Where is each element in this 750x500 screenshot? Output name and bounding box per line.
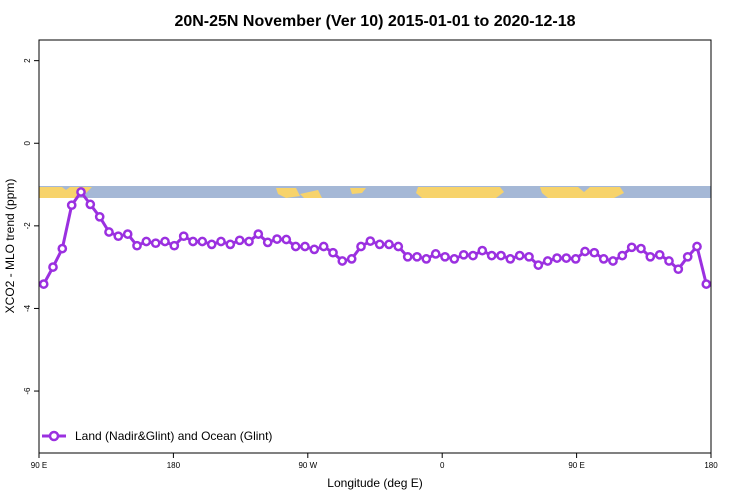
y-tick-label: -2 <box>23 222 32 230</box>
data-point <box>645 251 656 262</box>
data-point <box>496 250 506 261</box>
data-point <box>309 244 320 255</box>
data-point <box>216 236 226 247</box>
data-point <box>374 239 385 250</box>
y-axis-label: XCO2 - MLO trend (ppm) <box>3 179 17 314</box>
data-point <box>589 247 600 258</box>
data-point <box>449 254 460 264</box>
data-point <box>169 240 180 251</box>
data-point <box>234 235 245 246</box>
data-point <box>66 200 77 211</box>
data-point <box>141 236 152 247</box>
chart-title: 20N-25N November (Ver 10) 2015-01-01 to … <box>174 13 575 30</box>
data-point <box>104 227 114 237</box>
data-point <box>38 279 49 289</box>
series-layer <box>38 187 712 289</box>
data-point <box>561 253 572 263</box>
data-point <box>300 241 310 252</box>
data-point <box>458 249 469 260</box>
data-point <box>197 236 208 247</box>
x-axis-label: Longitude (deg E) <box>327 476 422 490</box>
data-point <box>552 253 562 263</box>
data-point <box>654 249 665 260</box>
x-axis-ticks: 90 E 180 90 W 0 90 E 180 <box>31 453 718 470</box>
legend-label: Land (Nadir&Glint) and Ocean (Glint) <box>75 429 272 443</box>
data-point <box>664 256 674 266</box>
x-tick-label: 90 E <box>31 461 47 470</box>
data-point <box>701 279 712 289</box>
data-point <box>188 236 198 247</box>
plot-frame <box>38 39 712 454</box>
data-point <box>290 241 301 252</box>
data-point <box>636 243 646 254</box>
data-point <box>262 237 273 248</box>
data-point <box>281 234 292 245</box>
data-point <box>253 229 264 239</box>
data-point <box>533 260 544 270</box>
y-tick-label: 2 <box>23 58 32 63</box>
y-tick-label: 0 <box>23 140 32 145</box>
data-point <box>337 256 348 266</box>
data-point <box>524 251 534 262</box>
data-point <box>440 251 450 262</box>
x-tick-label: 90 W <box>298 461 317 470</box>
data-point <box>365 236 376 246</box>
y-tick-label: -4 <box>23 304 32 312</box>
data-point <box>570 254 581 264</box>
data-point <box>412 251 422 262</box>
data-point <box>57 243 68 254</box>
y-axis-ticks: 2 0 -2 -4 -6 <box>23 58 39 395</box>
data-point <box>356 241 366 252</box>
data-point <box>626 242 637 253</box>
data-point <box>673 264 684 275</box>
data-point <box>160 236 170 247</box>
x-tick-label: 180 <box>167 461 181 470</box>
data-point <box>542 256 553 266</box>
y-tick-label: -6 <box>23 387 32 395</box>
x-tick-label: 0 <box>440 461 445 470</box>
x-tick-label: 180 <box>704 461 718 470</box>
data-point <box>384 239 394 250</box>
data-point <box>514 250 525 261</box>
data-point <box>486 250 497 261</box>
data-point <box>421 254 432 264</box>
map-strip <box>39 186 711 198</box>
data-point <box>580 246 590 257</box>
data-point <box>682 251 693 262</box>
data-point <box>468 250 478 261</box>
data-point <box>318 241 329 252</box>
data-point <box>178 231 189 242</box>
data-point <box>505 254 516 264</box>
legend: Land (Nadir&Glint) and Ocean (Glint) <box>42 429 272 443</box>
data-point <box>85 199 96 210</box>
data-point <box>328 247 338 258</box>
data-point <box>113 231 124 242</box>
data-point <box>244 236 254 247</box>
x-tick-label: 90 E <box>568 461 584 470</box>
data-point <box>430 249 441 259</box>
legend-marker <box>48 430 60 442</box>
data-point <box>272 234 282 244</box>
data-point <box>132 240 142 251</box>
data-point <box>122 229 133 239</box>
data-point <box>598 254 609 264</box>
data-point <box>346 254 357 264</box>
data-point <box>225 239 236 250</box>
data-point <box>608 256 618 266</box>
data-point <box>402 251 413 262</box>
data-point <box>617 250 628 261</box>
data-point <box>393 241 404 252</box>
data-point <box>150 238 161 249</box>
data-point <box>692 241 702 252</box>
data-point <box>76 187 86 197</box>
data-point <box>48 262 58 272</box>
data-point <box>206 239 217 250</box>
data-point <box>477 245 488 256</box>
data-point <box>94 211 105 222</box>
